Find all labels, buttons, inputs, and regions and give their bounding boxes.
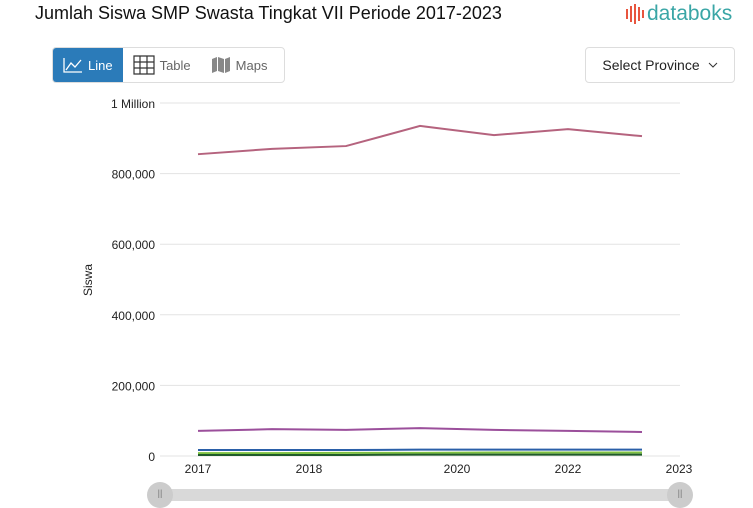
x-tick-label: 2023 — [666, 462, 693, 476]
x-tick-label: 2020 — [444, 462, 471, 476]
range-slider-left-handle[interactable]: || — [147, 482, 173, 508]
y-tick-label: 800,000 — [112, 168, 156, 182]
y-tick-label: 200,000 — [112, 379, 156, 393]
y-axis-title: Siswa — [81, 264, 95, 296]
series-line-1 — [198, 428, 642, 432]
y-tick-label: 400,000 — [112, 309, 156, 323]
range-slider-right-handle[interactable]: || — [667, 482, 693, 508]
range-slider-track[interactable] — [160, 489, 680, 501]
line-chart: 0 200,000 400,000 600,000 800,000 1 Million 20… — [0, 0, 753, 480]
y-tick-label: 600,000 — [112, 238, 156, 252]
series-line-0 — [198, 126, 642, 154]
y-tick-label: 0 — [148, 450, 155, 464]
series-line-3 — [198, 452, 642, 453]
y-tick-label: 1 Million — [111, 97, 155, 111]
x-tick-label: 2022 — [555, 462, 582, 476]
x-tick-label: 2017 — [185, 462, 212, 476]
x-tick-label: 2018 — [296, 462, 323, 476]
